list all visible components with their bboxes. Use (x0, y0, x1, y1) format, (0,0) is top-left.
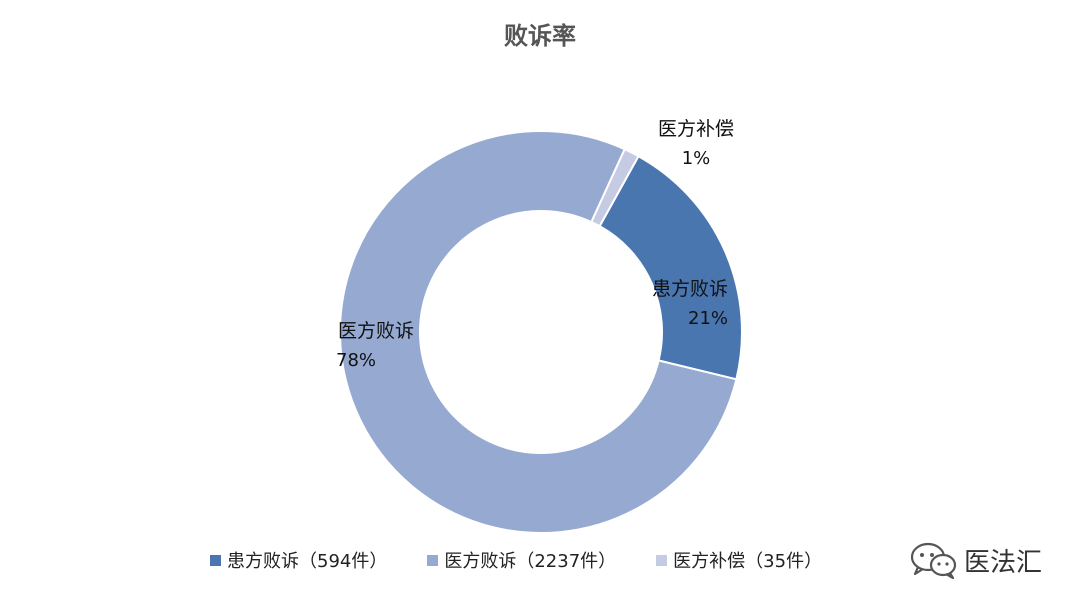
chart-legend: 患方败诉（594件） 医方败诉（2237件） 医方补偿（35件） (210, 546, 862, 574)
legend-item-hospital-compensate[interactable]: 医方补偿（35件） (656, 547, 822, 573)
slice-label-patient-lose: 患方败诉 21% (652, 274, 728, 334)
slice-hospital-lose[interactable] (339, 130, 738, 534)
slice-label-percent: 1% (681, 148, 711, 169)
slice-label-hospital-compensate: 医方补偿 1% (658, 114, 734, 174)
slice-patient-lose[interactable] (598, 154, 743, 381)
legend-swatch (656, 554, 668, 566)
slice-label-percent: 21% (688, 308, 729, 329)
slice-label-name: 医方补偿 (658, 118, 735, 140)
legend-item-hospital-lose[interactable]: 医方败诉（2237件） (427, 547, 616, 573)
slice-hospital-compensate[interactable] (590, 147, 640, 228)
wechat-icon (910, 542, 957, 580)
watermark: 医法汇 (908, 540, 1042, 580)
slice-label-name: 患方败诉 (652, 278, 729, 300)
slice-label-name: 医方败诉 (338, 320, 415, 342)
legend-label: 患方败诉（594件） (227, 551, 388, 572)
legend-label: 医方补偿（35件） (673, 551, 823, 572)
watermark-text: 医法汇 (964, 547, 1043, 578)
slice-label-percent: 78% (336, 350, 377, 371)
slice-label-hospital-lose: 医方败诉 78% (336, 316, 416, 376)
legend-item-patient-lose[interactable]: 患方败诉（594件） (210, 547, 387, 573)
legend-swatch (427, 554, 439, 566)
donut-slices (339, 130, 743, 534)
legend-label: 医方败诉（2237件） (444, 551, 617, 572)
chart-title: 败诉率 (504, 22, 576, 50)
legend-swatch (210, 554, 221, 566)
